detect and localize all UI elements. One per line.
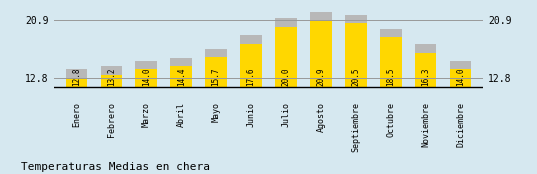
Text: 15.7: 15.7 xyxy=(212,67,221,86)
Bar xyxy=(380,37,402,87)
Bar xyxy=(135,61,157,87)
Text: 14.0: 14.0 xyxy=(142,67,151,86)
Text: 13.2: 13.2 xyxy=(107,67,116,86)
Bar xyxy=(345,23,367,87)
Bar xyxy=(415,44,437,87)
Bar xyxy=(345,15,367,87)
Text: 20.9: 20.9 xyxy=(316,67,325,86)
Bar xyxy=(240,35,262,87)
Text: 14.0: 14.0 xyxy=(456,67,465,86)
Bar xyxy=(205,57,227,87)
Bar xyxy=(170,66,192,87)
Bar xyxy=(66,69,87,87)
Bar xyxy=(66,78,87,87)
Bar xyxy=(205,49,227,87)
Bar xyxy=(100,66,122,87)
Text: 12.8: 12.8 xyxy=(72,67,81,86)
Bar xyxy=(240,44,262,87)
Bar xyxy=(415,53,437,87)
Bar xyxy=(310,20,332,87)
Bar xyxy=(275,18,297,87)
Text: 20.5: 20.5 xyxy=(351,67,360,86)
Text: 16.3: 16.3 xyxy=(421,67,430,86)
Bar xyxy=(100,75,122,87)
Text: 17.6: 17.6 xyxy=(246,67,256,86)
Text: Temperaturas Medias en chera: Temperaturas Medias en chera xyxy=(21,162,211,172)
Bar xyxy=(170,58,192,87)
Text: 14.4: 14.4 xyxy=(177,67,186,86)
Text: 20.0: 20.0 xyxy=(281,67,291,86)
Bar xyxy=(380,29,402,87)
Bar xyxy=(450,61,471,87)
Bar xyxy=(135,69,157,87)
Text: 18.5: 18.5 xyxy=(386,67,395,86)
Bar xyxy=(275,27,297,87)
Bar xyxy=(450,69,471,87)
Bar xyxy=(310,12,332,87)
